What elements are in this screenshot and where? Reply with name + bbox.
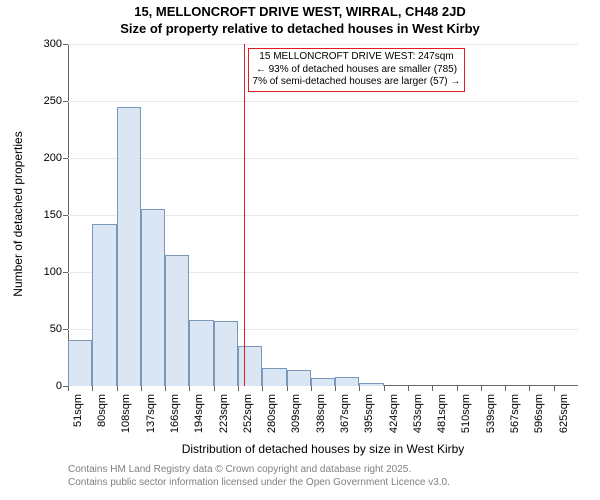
ytick-label: 0 (28, 380, 62, 392)
histogram-bar (214, 321, 238, 386)
histogram-bar (117, 107, 141, 386)
annotation-line: 15 MELLONCROFT DRIVE WEST: 247sqm (253, 51, 461, 64)
title-line-1: 15, MELLONCROFT DRIVE WEST, WIRRAL, CH48… (0, 4, 600, 21)
xtick-label: 367sqm (339, 394, 351, 433)
annotation-line: ← 93% of detached houses are smaller (78… (253, 64, 461, 77)
xtick-label: 567sqm (509, 394, 521, 433)
footer-line-1: Contains HM Land Registry data © Crown c… (68, 464, 450, 477)
histogram-bar (287, 370, 311, 386)
xtick-label: 539sqm (485, 394, 497, 433)
title-line-2: Size of property relative to detached ho… (0, 21, 600, 38)
histogram-bar (359, 383, 383, 386)
xtick-label: 194sqm (193, 394, 205, 433)
histogram-bar (262, 368, 286, 386)
y-axis-label: Number of detached properties (11, 43, 25, 385)
histogram-bar (92, 224, 116, 386)
xtick-label: 252sqm (242, 394, 254, 433)
footer-line-2: Contains public sector information licen… (68, 477, 450, 490)
footer-attribution: Contains HM Land Registry data © Crown c… (68, 464, 450, 489)
xtick-label: 309sqm (291, 394, 303, 433)
xtick-label: 223sqm (218, 394, 230, 433)
histogram-bar (189, 320, 213, 386)
xtick-label: 481sqm (436, 394, 448, 433)
xtick-label: 453sqm (412, 394, 424, 433)
xtick-label: 395sqm (363, 394, 375, 433)
xtick-label: 51sqm (72, 394, 84, 427)
ytick-label: 300 (28, 38, 62, 50)
histogram-bar (335, 377, 359, 386)
ytick-label: 150 (28, 209, 62, 221)
ytick-label: 250 (28, 95, 62, 107)
chart-title: 15, MELLONCROFT DRIVE WEST, WIRRAL, CH48… (0, 4, 600, 38)
annotation-line: 7% of semi-detached houses are larger (5… (253, 76, 461, 89)
plot-area: 05010015020025030051sqm80sqm108sqm137sqm… (68, 44, 578, 386)
x-axis-label: Distribution of detached houses by size … (68, 442, 578, 456)
annotation-box: 15 MELLONCROFT DRIVE WEST: 247sqm← 93% o… (248, 48, 466, 92)
xtick-label: 338sqm (315, 394, 327, 433)
histogram-bar (68, 340, 92, 386)
xtick-label: 510sqm (461, 394, 473, 433)
xtick-label: 108sqm (121, 394, 133, 433)
xtick-label: 80sqm (96, 394, 108, 427)
ytick-label: 50 (28, 323, 62, 335)
xtick-label: 596sqm (533, 394, 545, 433)
marker-line (244, 44, 245, 386)
xtick-label: 137sqm (145, 394, 157, 433)
xtick-label: 424sqm (388, 394, 400, 433)
ytick-label: 100 (28, 266, 62, 278)
xtick-label: 166sqm (169, 394, 181, 433)
xtick-label: 625sqm (558, 394, 570, 433)
xtick-label: 280sqm (266, 394, 278, 433)
histogram-bar (238, 346, 262, 386)
histogram-bar (311, 378, 335, 386)
ytick-label: 200 (28, 152, 62, 164)
histogram-bar (165, 255, 189, 386)
histogram-bar (141, 209, 165, 386)
